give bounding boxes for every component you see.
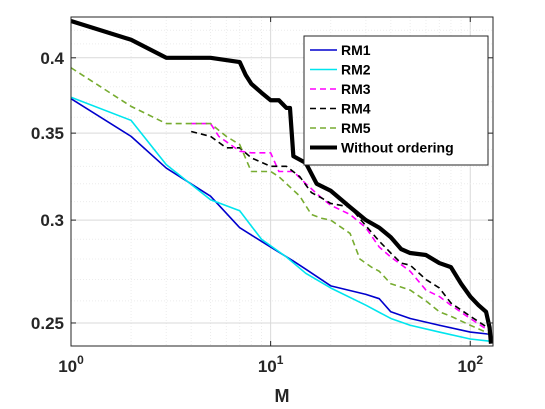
legend-label: Without ordering <box>341 140 454 156</box>
y-tick-label: 0.25 <box>31 314 64 333</box>
x-tick-label: 101 <box>258 353 284 376</box>
series-line-6 <box>70 18 494 344</box>
x-axis-title: M <box>275 386 290 406</box>
legend-label: RM2 <box>341 62 371 78</box>
series-line-5 <box>70 67 492 336</box>
series-line-4 <box>190 130 492 331</box>
x-tick-label: 102 <box>457 353 483 376</box>
legend: RM1 RM2 RM3 RM4 RM5 Without ordering <box>303 35 489 166</box>
series-line-2 <box>70 96 492 343</box>
y-tick-label: 0.35 <box>31 124 64 143</box>
y-tick-label: 0.3 <box>40 211 64 230</box>
legend-label: RM4 <box>341 101 371 117</box>
x-tick-label: 100 <box>58 353 84 376</box>
legend-box <box>303 35 489 166</box>
plot-frame <box>70 16 494 347</box>
axis-ticks: 100 101 102 0.25 0.3 0.35 0.4 <box>31 17 493 376</box>
series-layer <box>70 18 494 344</box>
legend-label: RM1 <box>341 42 371 58</box>
y-tick-label: 0.4 <box>40 49 64 68</box>
legend-label: RM5 <box>341 120 371 136</box>
series-line-3 <box>191 122 492 333</box>
legend-label: RM3 <box>341 81 371 97</box>
